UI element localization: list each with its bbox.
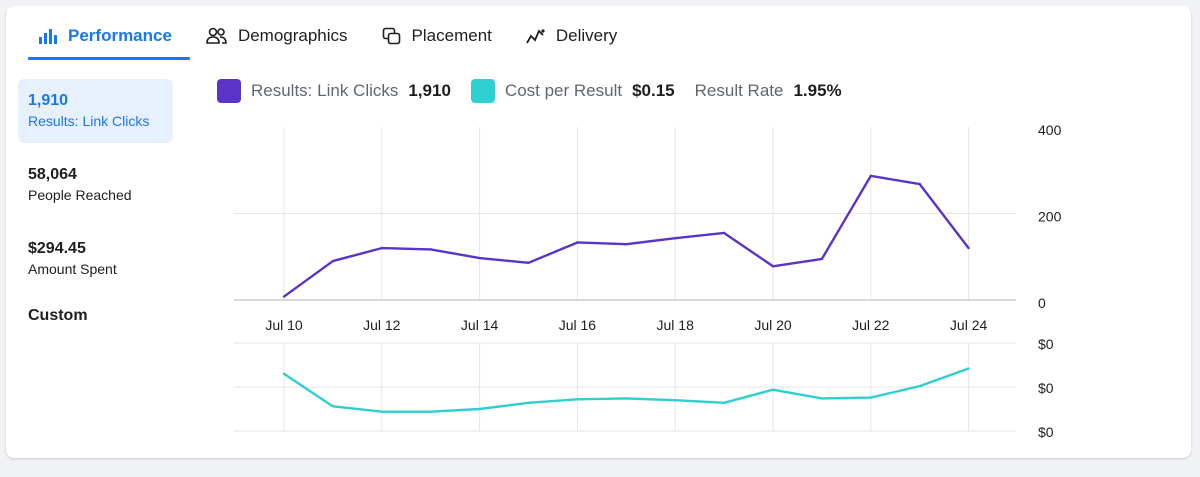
cost-data-point [722, 401, 726, 405]
metric-link-clicks[interactable]: 1,910 Results: Link Clicks [18, 79, 173, 143]
results-data-point [625, 243, 628, 246]
results-data-point [674, 236, 677, 240]
cost-data-point [967, 367, 970, 370]
tab-performance[interactable]: Performance [22, 18, 190, 60]
metric-people-reached[interactable]: 58,064 People Reached [18, 153, 173, 217]
cost-data-point [478, 407, 481, 411]
performance-card [6, 6, 1191, 458]
x-tick-label: Jul 10 [265, 317, 303, 333]
metric-value: $294.45 [28, 240, 86, 257]
tab-placement[interactable]: Placement [366, 18, 510, 54]
results-data-point [380, 246, 383, 250]
results-data-point [478, 256, 481, 260]
chart-legend: Results: Link Clicks 1,910 Cost per Resu… [217, 79, 862, 103]
tab-label: Demographics [237, 26, 348, 45]
y-tick-label: $0 [1038, 336, 1054, 352]
rate-legend-label: Result Rate [694, 81, 784, 100]
cost-data-point [625, 397, 628, 400]
cost-data-point [429, 410, 432, 413]
x-tick-label: Jul 22 [852, 317, 890, 333]
metric-value: 1,910 [28, 92, 69, 109]
cost-data-point [331, 405, 335, 408]
results-series-line [283, 174, 970, 298]
results-data-point [331, 259, 335, 263]
placement-icon [382, 27, 400, 45]
metric-label: Results: Link Clicks [28, 113, 150, 129]
delivery-icon [526, 29, 545, 44]
cost-data-point [674, 399, 677, 402]
results-data-point [282, 295, 286, 298]
x-tick-label: Jul 14 [461, 317, 499, 333]
cost-data-point [380, 410, 383, 413]
cost-swatch [470, 79, 495, 103]
results-data-point [429, 248, 432, 251]
tab-label: Placement [411, 26, 492, 45]
y-tick-label: 400 [1038, 122, 1062, 138]
cost-series-line [283, 367, 970, 413]
metric-label: People Reached [28, 187, 132, 203]
results-data-point [771, 265, 775, 268]
cost-data-point [282, 372, 286, 375]
results-swatch [217, 79, 241, 103]
results-data-point [869, 174, 872, 178]
cost-data-point [869, 396, 872, 399]
x-tick-label: Jul 16 [559, 317, 597, 333]
x-tick-label: Jul 12 [363, 317, 401, 333]
results-legend-value: 1,910 [408, 81, 451, 100]
results-data-point [576, 241, 579, 244]
y-tick-label: $0 [1038, 380, 1054, 396]
metric-amount-spent[interactable]: $294.45 Amount Spent [18, 227, 173, 291]
tab-bar: Performance Demographics Placement Deliv… [22, 18, 635, 60]
results-data-point [722, 231, 726, 235]
metrics-sidebar: 1,910 Results: Link Clicks 58,064 People… [18, 79, 173, 331]
cost-data-point [576, 398, 579, 401]
people-icon [206, 27, 227, 44]
y-tick-label: 200 [1038, 209, 1062, 225]
cost-data-point [918, 384, 921, 388]
rate-legend-value: 1.95% [793, 81, 842, 100]
tab-label: Delivery [555, 26, 618, 45]
bar-chart-icon [39, 29, 57, 44]
tab-delivery[interactable]: Delivery [510, 18, 635, 54]
tab-demographics[interactable]: Demographics [190, 18, 366, 54]
results-data-point [820, 257, 824, 261]
cost-data-point [820, 397, 824, 400]
results-data-point [967, 246, 970, 250]
results-legend-label: Results: Link Clicks [251, 81, 399, 100]
results-data-point [527, 261, 530, 265]
results-data-point [918, 182, 921, 186]
metric-value: 58,064 [28, 166, 77, 183]
y-tick-label: 0 [1038, 295, 1046, 311]
cost-data-point [527, 401, 530, 405]
cost-legend-value: $0.15 [632, 81, 675, 100]
cost-data-point [771, 388, 775, 391]
tab-label: Performance [68, 26, 172, 45]
x-tick-label: Jul 18 [657, 317, 695, 333]
metric-label: Amount Spent [28, 261, 117, 277]
custom-option[interactable]: Custom [28, 307, 88, 324]
x-tick-label: Jul 24 [950, 317, 988, 333]
y-tick-label: $0 [1038, 424, 1054, 440]
x-tick-label: Jul 20 [754, 317, 792, 333]
cost-legend-label: Cost per Result [504, 81, 623, 100]
